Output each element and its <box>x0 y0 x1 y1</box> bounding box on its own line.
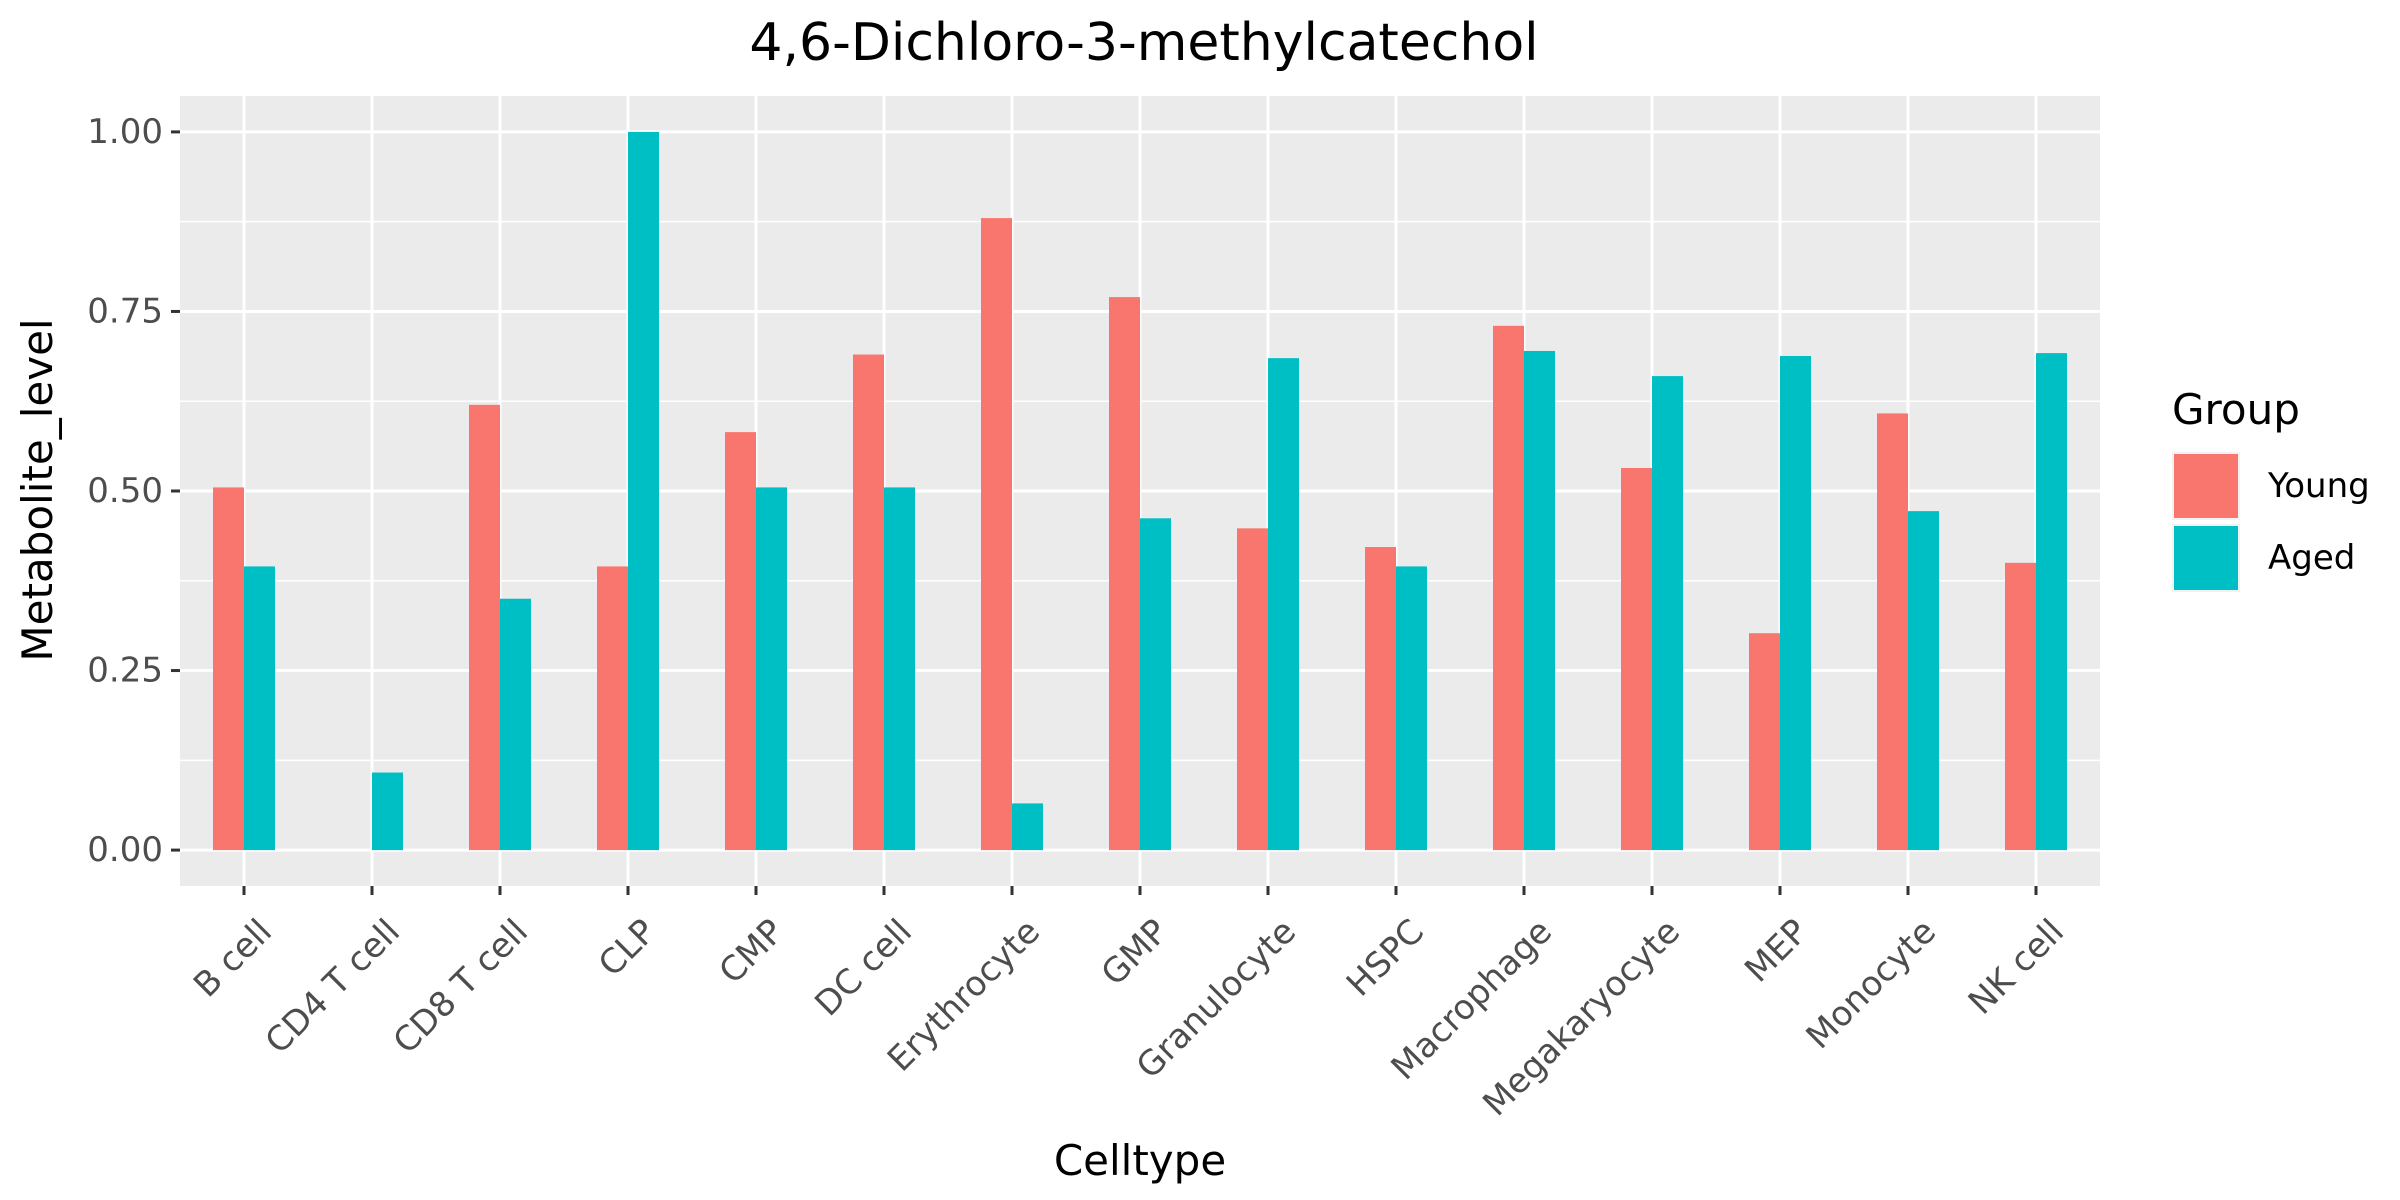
y-tick-label: 0.25 <box>87 651 163 691</box>
bar-young <box>1365 547 1396 851</box>
bar-aged <box>372 772 403 851</box>
bar-aged <box>500 598 531 851</box>
bar-young <box>853 354 884 851</box>
bars-layer <box>213 131 2067 851</box>
x-tick-label: HSPC <box>1339 912 1432 1005</box>
bar-aged <box>628 131 659 851</box>
legend-title: Group <box>2172 385 2300 434</box>
x-tick-label: GMP <box>1094 912 1176 994</box>
bar-young <box>2005 562 2036 851</box>
bar-aged <box>1012 803 1043 851</box>
x-tick-label: Monocyte <box>1799 912 1944 1057</box>
bar-young <box>1493 325 1524 851</box>
y-tick-label: 0.50 <box>87 471 163 511</box>
bar-aged <box>1140 518 1171 851</box>
x-tick-label: CLP <box>591 912 664 985</box>
bar-young <box>469 404 500 851</box>
x-tick-label: NK cell <box>1961 912 2072 1023</box>
bar-aged <box>2036 353 2067 851</box>
bar-aged <box>884 487 915 851</box>
x-axis-title: Celltype <box>1054 1136 1226 1185</box>
bar-young <box>1109 297 1140 851</box>
bar-young <box>1749 633 1780 851</box>
bar-young <box>597 566 628 851</box>
bar-young <box>1237 528 1268 851</box>
x-tick-label: CD4 T cell <box>258 912 408 1062</box>
bar-aged <box>756 487 787 851</box>
bar-young <box>213 487 244 851</box>
bar-aged <box>1268 358 1299 851</box>
y-axis: 0.00 0.25 0.50 0.75 1.00 <box>87 112 180 870</box>
chart-title: 4,6-Dichloro-3-methylcatechol <box>749 13 1538 73</box>
bar-aged <box>244 566 275 851</box>
legend-swatch-aged <box>2174 526 2238 590</box>
bar-aged <box>1396 566 1427 851</box>
bar-young <box>1877 413 1908 851</box>
x-tick-label: DC cell <box>807 912 920 1025</box>
legend: Group Young Aged <box>2172 385 2370 592</box>
x-tick-label: B cell <box>186 912 280 1006</box>
legend-swatch-young <box>2174 454 2238 518</box>
y-tick-label: 1.00 <box>87 112 163 152</box>
bar-young <box>725 432 756 851</box>
x-tick-label: CD8 T cell <box>386 912 536 1062</box>
legend-label-aged: Aged <box>2268 538 2355 578</box>
bar-aged <box>1780 355 1811 851</box>
bar-aged <box>1908 511 1939 851</box>
bar-young <box>981 218 1012 851</box>
x-tick-label: MEP <box>1737 912 1816 991</box>
y-tick-label: 0.75 <box>87 291 163 331</box>
y-axis-title: Metabolite_level <box>13 318 62 661</box>
bar-young <box>1621 468 1652 851</box>
bar-aged <box>1524 350 1555 851</box>
bar-aged <box>1652 376 1683 851</box>
x-tick-label: CMP <box>712 912 792 992</box>
y-tick-label: 0.00 <box>87 830 163 870</box>
legend-label-young: Young <box>2267 466 2370 506</box>
